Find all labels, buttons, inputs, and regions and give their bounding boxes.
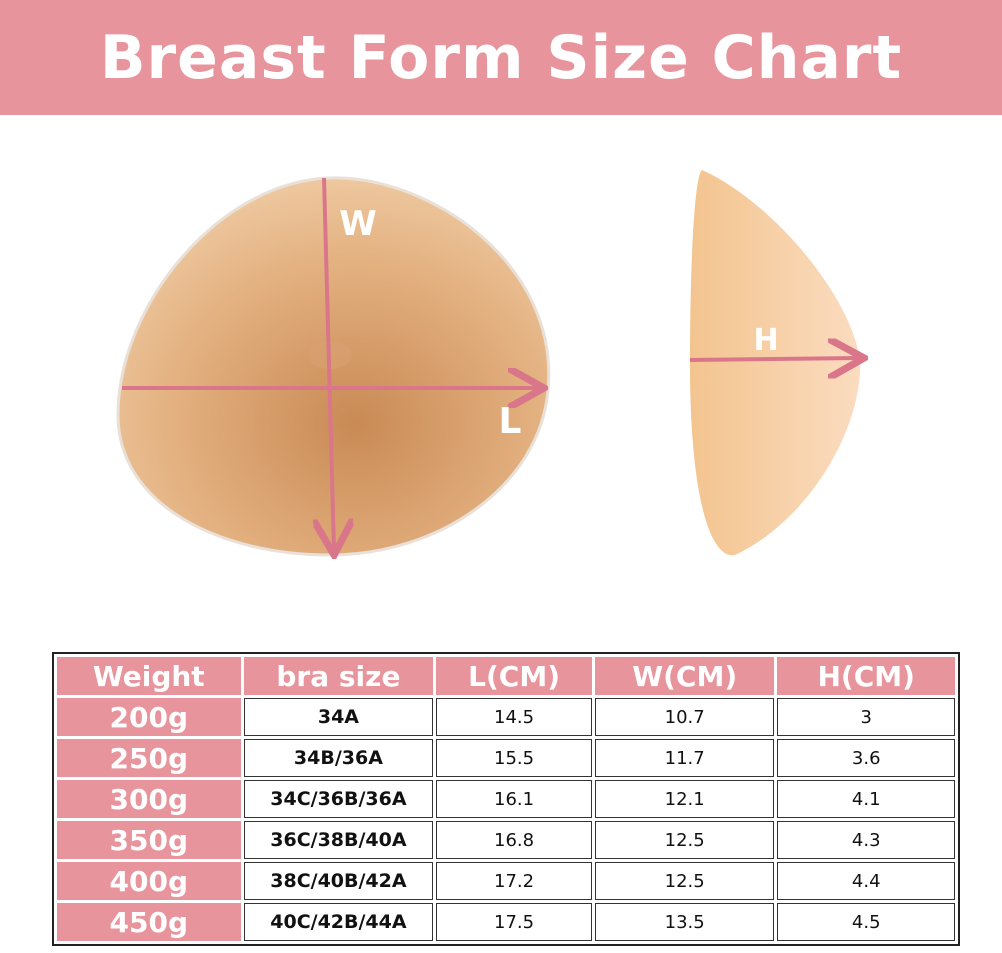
width-arrow xyxy=(324,177,334,551)
title: Breast Form Size Chart xyxy=(99,22,903,93)
height-arrow xyxy=(689,358,860,360)
table-cell: 16.1 xyxy=(436,780,592,818)
column-header: bra size xyxy=(243,657,434,695)
table-cell: 4.5 xyxy=(777,903,955,941)
table-row: 200g 34A 14.5 10.7 3 xyxy=(57,698,955,736)
table-cell: 12.1 xyxy=(594,780,775,818)
table-cell: 13.5 xyxy=(594,903,775,941)
header-row: Weight bra size L(CM) W(CM) H(CM) xyxy=(57,657,955,695)
column-header: H(CM) xyxy=(777,657,955,695)
weight-cell: 450g xyxy=(57,903,241,941)
table-cell: 38C/40B/42A xyxy=(243,862,434,900)
title-banner: Breast Form Size Chart xyxy=(0,0,1002,115)
table-row: 250g 34B/36A 15.5 11.7 3.6 xyxy=(57,739,955,777)
table-cell: 15.5 xyxy=(436,739,592,777)
table-row: 350g 36C/38B/40A 16.8 12.5 4.3 xyxy=(57,821,955,859)
table-row: 450g 40C/42B/44A 17.5 13.5 4.5 xyxy=(57,903,955,941)
table-row: 400g 38C/40B/42A 17.2 12.5 4.4 xyxy=(57,862,955,900)
weight-cell: 350g xyxy=(57,821,241,859)
height-label: H xyxy=(753,323,778,358)
table-cell: 12.5 xyxy=(594,862,775,900)
table-cell: 4.3 xyxy=(777,821,955,859)
table-cell: 4.1 xyxy=(777,780,955,818)
length-label: L xyxy=(499,401,522,442)
table-cell: 10.7 xyxy=(594,698,775,736)
weight-cell: 250g xyxy=(57,739,241,777)
column-header: L(CM) xyxy=(436,657,592,695)
table-cell: 40C/42B/44A xyxy=(243,903,434,941)
table-cell: 34B/36A xyxy=(243,739,434,777)
table-cell: 12.5 xyxy=(594,821,775,859)
weight-cell: 400g xyxy=(57,862,241,900)
table-cell: 3.6 xyxy=(777,739,955,777)
table-cell: 17.2 xyxy=(436,862,592,900)
table-cell: 11.7 xyxy=(594,739,775,777)
table-cell: 4.4 xyxy=(777,862,955,900)
table-cell: 36C/38B/40A xyxy=(243,821,434,859)
column-header: W(CM) xyxy=(594,657,775,695)
weight-cell: 300g xyxy=(57,780,241,818)
column-header: Weight xyxy=(57,657,241,695)
table-cell: 17.5 xyxy=(436,903,592,941)
table-cell: 14.5 xyxy=(436,698,592,736)
size-table: Weight bra size L(CM) W(CM) H(CM) 200g 34A 14.5… xyxy=(52,652,960,946)
table-cell: 34C/36B/36A xyxy=(243,780,434,818)
table-cell: 3 xyxy=(777,698,955,736)
table-cell: 34A xyxy=(243,698,434,736)
table-row: 300g 34C/36B/36A 16.1 12.1 4.1 xyxy=(57,780,955,818)
weight-cell: 200g xyxy=(57,698,241,736)
product-images: W L H xyxy=(116,170,1002,645)
table-cell: 16.8 xyxy=(436,821,592,859)
side-form xyxy=(690,170,861,556)
width-label: W xyxy=(339,204,377,244)
